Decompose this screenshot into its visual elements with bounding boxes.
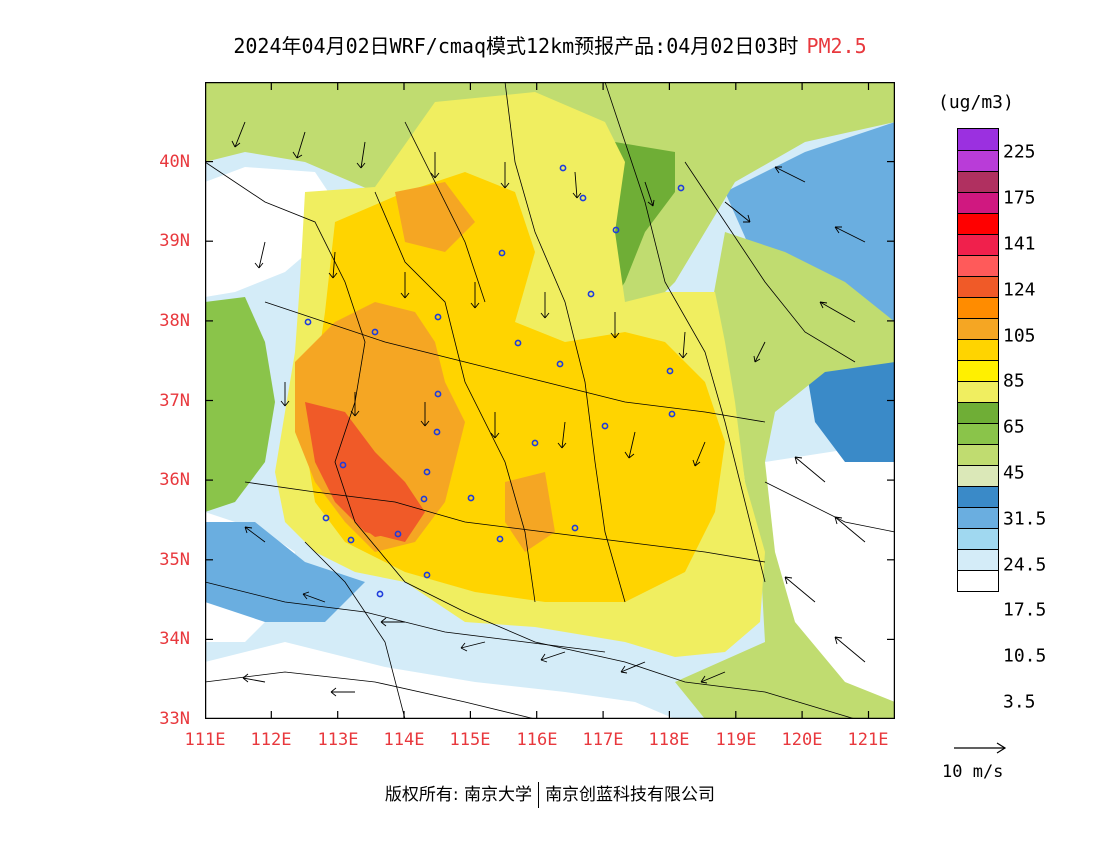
colorbar-label-24-5: 24.5 bbox=[1003, 554, 1047, 576]
lon-label-121e: 121E bbox=[847, 730, 889, 750]
lat-label-39n: 39N bbox=[159, 231, 190, 251]
colorbar-cell bbox=[958, 465, 998, 486]
colorbar-cell bbox=[958, 213, 998, 234]
lat-label-38n: 38N bbox=[159, 311, 190, 331]
lon-label-120e: 120E bbox=[781, 730, 823, 750]
axis-ticks bbox=[205, 82, 895, 719]
colorbar-cell bbox=[958, 507, 998, 528]
colorbar-cell bbox=[958, 423, 998, 444]
lon-label-112e: 112E bbox=[250, 730, 292, 750]
shade-green-dark-ne bbox=[605, 142, 675, 312]
colorbar-cell bbox=[958, 381, 998, 402]
footer-separator bbox=[538, 782, 540, 808]
lon-label-115e: 115E bbox=[449, 730, 491, 750]
colorbar-label-141: 141 bbox=[1003, 233, 1036, 255]
colorbar-label-105: 105 bbox=[1003, 325, 1036, 347]
colorbar-label-124: 124 bbox=[1003, 279, 1036, 301]
lat-label-34n: 34N bbox=[159, 629, 190, 649]
colorbar-label-45: 45 bbox=[1003, 462, 1025, 484]
lat-label-40n: 40N bbox=[159, 152, 190, 172]
shade-green-e bbox=[675, 232, 895, 719]
shade-dark-orange-2 bbox=[355, 492, 400, 537]
colorbar-cell bbox=[958, 129, 998, 150]
colorbar-cell bbox=[958, 318, 998, 339]
colorbar-label-17-5: 17.5 bbox=[1003, 599, 1047, 621]
colorbar-label-85: 85 bbox=[1003, 370, 1025, 392]
shade-blue-sw bbox=[205, 522, 365, 622]
colorbar bbox=[957, 128, 999, 592]
footer: 版权所有: 南京大学 南京创蓝科技有限公司 bbox=[0, 780, 1100, 808]
colorbar-cell bbox=[958, 255, 998, 276]
lon-label-111e: 111E bbox=[184, 730, 226, 750]
shade-white-nw bbox=[205, 167, 335, 297]
shade-green-w bbox=[205, 297, 275, 512]
title-main: 2024年04月02日WRF/cmaq模式12km预报产品:04月02日03时 bbox=[233, 34, 799, 58]
footer-company: 南京创蓝科技有限公司 bbox=[545, 785, 716, 805]
wind-vectors bbox=[231, 121, 866, 697]
colorbar-cell bbox=[958, 528, 998, 549]
colorbar-cell bbox=[958, 276, 998, 297]
lon-label-117e: 117E bbox=[582, 730, 624, 750]
shade-green-n bbox=[205, 82, 895, 312]
colorbar-cell bbox=[958, 192, 998, 213]
lon-label-119e: 119E bbox=[715, 730, 757, 750]
colorbar-cell bbox=[958, 486, 998, 507]
lat-label-33n: 33N bbox=[159, 709, 190, 729]
colorbar-unit: (ug/m3) bbox=[938, 92, 1014, 113]
colorbar-cell bbox=[958, 150, 998, 171]
wind-scale-label: 10 m/s bbox=[942, 762, 1004, 782]
title-pollutant: PM2.5 bbox=[806, 34, 867, 58]
lon-label-116e: 116E bbox=[516, 730, 558, 750]
colorbar-cell bbox=[958, 570, 998, 591]
colorbar-label-225: 225 bbox=[1003, 141, 1036, 163]
shade-blue-dark-e bbox=[805, 342, 895, 462]
colorbar-label-65: 65 bbox=[1003, 416, 1025, 438]
colorbar-label-31-5: 31.5 bbox=[1003, 508, 1047, 530]
shade-white-s bbox=[205, 642, 675, 719]
wind-scale-arrow bbox=[954, 742, 1007, 754]
pm25-map bbox=[205, 82, 895, 719]
colorbar-cell bbox=[958, 360, 998, 381]
shade-dark-orange bbox=[305, 402, 425, 542]
colorbar-label-10-5: 10.5 bbox=[1003, 645, 1047, 667]
colorbar-cell bbox=[958, 171, 998, 192]
colorbar-cell bbox=[958, 339, 998, 360]
lon-label-113e: 113E bbox=[317, 730, 359, 750]
colorbar-cell bbox=[958, 549, 998, 570]
city-markers bbox=[304, 164, 685, 598]
province-boundaries bbox=[205, 82, 895, 719]
shade-orange-2 bbox=[395, 182, 475, 252]
colorbar-label-3-5: 3.5 bbox=[1003, 691, 1036, 713]
chart-title: 2024年04月02日WRF/cmaq模式12km预报产品:04月02日03时 P… bbox=[0, 30, 1100, 59]
colorbar-cell bbox=[958, 234, 998, 255]
colorbar-cell bbox=[958, 297, 998, 318]
lon-label-118e: 118E bbox=[648, 730, 690, 750]
colorbar-label-175: 175 bbox=[1003, 187, 1036, 209]
lat-label-35n: 35N bbox=[159, 550, 190, 570]
lon-label-114e: 114E bbox=[383, 730, 425, 750]
lat-label-37n: 37N bbox=[159, 391, 190, 411]
footer-copyright: 版权所有: 南京大学 bbox=[384, 785, 533, 805]
lat-label-36n: 36N bbox=[159, 470, 190, 490]
colorbar-cell bbox=[958, 402, 998, 423]
colorbar-cell bbox=[958, 444, 998, 465]
